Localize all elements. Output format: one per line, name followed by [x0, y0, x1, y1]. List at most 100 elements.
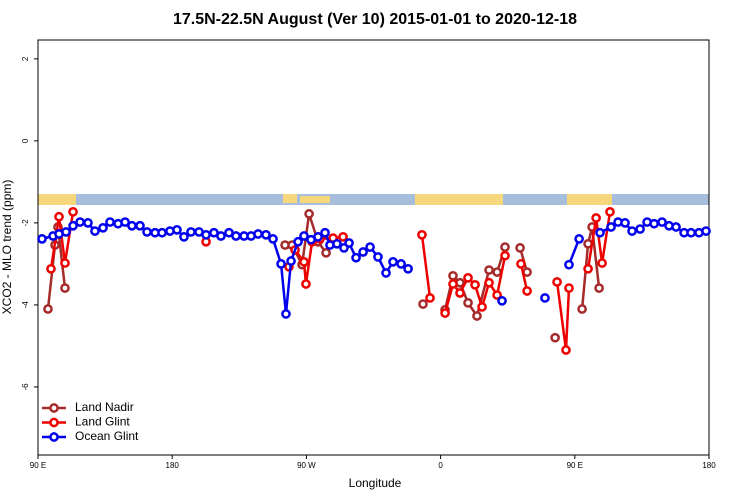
- point: [358, 247, 368, 257]
- point: [268, 234, 278, 244]
- y-tick-label: 0: [21, 138, 30, 143]
- point: [60, 258, 70, 268]
- land-band: [38, 194, 76, 205]
- point: [500, 242, 510, 252]
- land-band: [415, 194, 503, 205]
- point: [591, 213, 601, 223]
- point: [313, 231, 323, 242]
- point: [657, 217, 667, 227]
- point: [61, 227, 71, 237]
- point: [686, 227, 696, 238]
- point: [440, 308, 450, 318]
- point: [417, 229, 427, 240]
- point: [577, 304, 587, 314]
- y-tick-label: -4: [21, 301, 30, 309]
- point: [564, 259, 574, 270]
- chart-title: 17.5N-22.5N August (Ver 10) 2015-01-01 t…: [173, 11, 577, 28]
- point: [75, 217, 85, 227]
- point: [281, 309, 291, 319]
- point: [127, 220, 137, 231]
- point: [671, 222, 681, 232]
- land-band: [567, 194, 612, 205]
- land-band: [300, 196, 330, 203]
- x-tick-label: 90 E: [30, 461, 46, 470]
- point: [448, 279, 458, 289]
- point: [105, 217, 115, 227]
- legend-label: Land Glint: [75, 415, 130, 429]
- point: [276, 259, 286, 269]
- point: [142, 227, 152, 237]
- point: [68, 220, 78, 231]
- point: [321, 247, 331, 258]
- point: [46, 263, 56, 274]
- point: [522, 286, 532, 296]
- point: [332, 238, 342, 249]
- point: [594, 283, 604, 293]
- point: [231, 231, 241, 241]
- point: [455, 288, 465, 298]
- point: [373, 252, 383, 262]
- point: [351, 252, 361, 263]
- point: [344, 238, 354, 248]
- point: [98, 222, 108, 233]
- point: [304, 209, 314, 219]
- point: [635, 224, 645, 234]
- point: [201, 229, 211, 240]
- point: [552, 277, 562, 287]
- point: [418, 299, 428, 309]
- point: [120, 217, 130, 227]
- point: [425, 293, 435, 303]
- point: [261, 229, 271, 240]
- point: [583, 263, 593, 274]
- point: [135, 220, 145, 231]
- y-tick-label: -2: [21, 219, 30, 227]
- point: [381, 268, 391, 278]
- point: [463, 298, 473, 308]
- point: [561, 345, 571, 355]
- point: [595, 227, 605, 238]
- point: [516, 259, 526, 269]
- y-tick-label: 2: [21, 56, 30, 61]
- point: [293, 236, 303, 247]
- point: [540, 293, 550, 303]
- point: [172, 225, 182, 235]
- point: [448, 270, 458, 281]
- x-tick-label: 90 E: [567, 461, 583, 470]
- point: [43, 304, 53, 314]
- point: [60, 283, 70, 293]
- point: [186, 227, 196, 237]
- point: [477, 302, 487, 312]
- point: [492, 267, 502, 277]
- point: [484, 277, 494, 288]
- point: [157, 227, 167, 238]
- legend-label: Land Nadir: [75, 400, 134, 414]
- point: [90, 226, 100, 236]
- point: [320, 227, 330, 238]
- point: [597, 258, 607, 268]
- point: [403, 263, 413, 274]
- y-tick-label: -6: [21, 383, 30, 391]
- point: [472, 311, 482, 321]
- ocean-band: [38, 194, 709, 205]
- x-axis-label: Longitude: [349, 476, 402, 490]
- point: [299, 257, 309, 267]
- point: [179, 231, 189, 242]
- x-tick-label: 180: [166, 461, 180, 470]
- point: [492, 290, 502, 300]
- legend-label: Ocean Glint: [75, 429, 139, 443]
- point: [253, 229, 263, 239]
- point: [338, 231, 348, 242]
- x-tick-label: 0: [438, 461, 443, 470]
- point: [301, 279, 311, 289]
- x-tick-label: 180: [702, 461, 716, 470]
- legend-marker: [49, 432, 59, 442]
- point: [470, 279, 480, 290]
- plot-box: [37, 39, 710, 456]
- point: [497, 295, 507, 306]
- point: [286, 256, 296, 266]
- map-strip: [38, 194, 709, 205]
- point: [216, 231, 226, 241]
- point: [515, 243, 525, 253]
